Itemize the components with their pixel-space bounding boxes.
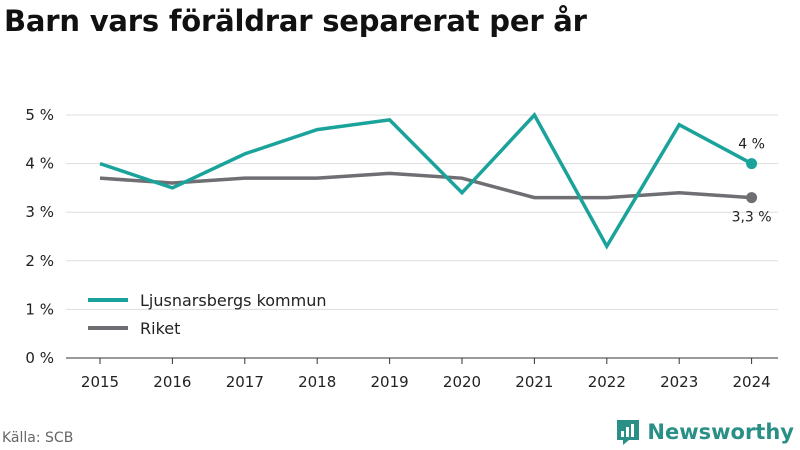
end-point-riket <box>746 192 758 204</box>
legend: Ljusnarsbergs kommun Riket <box>88 291 327 338</box>
y-tick-label: 0 % <box>25 349 54 367</box>
legend-label: Ljusnarsbergs kommun <box>140 291 327 310</box>
y-tick-label: 5 % <box>25 106 54 124</box>
x-tick-label: 2016 <box>153 373 191 391</box>
end-point-ljusnarsberg <box>746 158 758 170</box>
y-tick-label: 3 % <box>25 203 54 221</box>
y-axis-ticks: 0 % 1 % 2 % 3 % 4 % 5 % <box>25 106 54 367</box>
end-label-riket: 3,3 % <box>732 210 772 226</box>
x-tick-label: 2018 <box>298 373 336 391</box>
x-tick-label: 2019 <box>371 373 409 391</box>
y-tick-label: 2 % <box>25 252 54 270</box>
end-label-ljusnarsberg: 4 % <box>738 137 765 153</box>
x-tick-label: 2022 <box>588 373 626 391</box>
brand: Newsworthy <box>615 418 794 446</box>
x-axis-ticks: 2015 2016 2017 2018 2019 2020 2021 2022 2023 2024 <box>81 358 771 391</box>
y-tick-label: 1 % <box>25 300 54 318</box>
newsworthy-logo-icon <box>617 420 640 445</box>
grid-lines <box>66 114 778 359</box>
chart-title: Barn vars föräldrar separerat per år <box>4 4 587 38</box>
x-tick-label: 2021 <box>515 373 553 391</box>
legend-label: Riket <box>140 319 180 338</box>
brand-name: Newsworthy <box>647 420 794 444</box>
x-tick-label: 2015 <box>81 373 119 391</box>
x-tick-label: 2024 <box>733 373 771 391</box>
series-line-riket <box>99 171 752 200</box>
x-tick-label: 2023 <box>660 373 698 391</box>
series-group: 3,3 % 4 % <box>99 112 772 250</box>
source-note: Källa: SCB <box>2 430 74 446</box>
x-tick-label: 2020 <box>443 373 481 391</box>
x-tick-label: 2017 <box>226 373 264 391</box>
series-line-ljusnarsberg <box>99 112 753 250</box>
y-tick-label: 4 % <box>25 155 54 173</box>
